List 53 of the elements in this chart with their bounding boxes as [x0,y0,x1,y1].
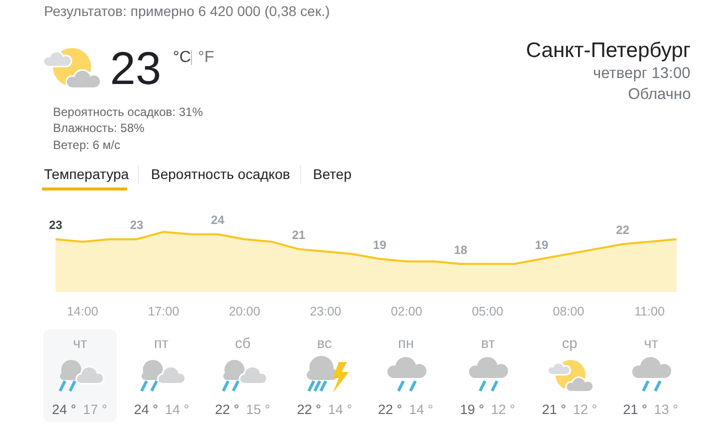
text: 23 [110,42,162,94]
text: 24 ° [134,402,158,417]
text: 13 ° [654,402,678,417]
data-label: 23 [130,218,144,232]
data-label: 23 [49,218,63,232]
x-tick-label: 11:00 [634,304,665,318]
text: 22 ° [378,402,402,417]
x-tick-label: 02:00 [390,304,422,318]
annotation: вс [317,336,332,352]
text: Результатов: примерно 6 420 000 (0,38 сек.) [44,3,330,19]
text: четверг 13:00 [593,65,691,82]
annotation: сб [235,336,251,352]
text: 19 ° [460,402,484,417]
annotation: вт [481,336,496,352]
x-tick-label: 23:00 [310,304,342,318]
text: 21 ° [623,402,648,417]
text: Ветер: 6 м/с [53,138,120,152]
text: Температура [44,166,130,182]
data-label: 19 [535,238,549,252]
x-tick-label: 05:00 [472,304,504,318]
text: Облачно [628,86,691,103]
text: 12 ° [573,402,598,417]
text: 14 ° [165,402,190,417]
data-label: 22 [616,223,630,237]
text: 21 ° [542,402,566,417]
annotation: чт [73,336,88,352]
x-tick-label: 17:00 [148,304,180,318]
x-tick-label: 14:00 [66,304,98,318]
x-tick-label: 08:00 [552,304,584,318]
text: Вероятность осадков [151,166,290,182]
text: 22 ° [297,402,322,417]
annotation: пн [398,336,414,352]
text: 17 ° [83,402,108,417]
text: °C [173,49,191,66]
annotation: чт [644,336,659,352]
text: Вероятность осадков: 31% [53,105,204,119]
data-label: 21 [292,228,306,242]
text: °F [198,49,214,66]
text: Ветер [313,166,352,182]
text: 14 ° [409,402,434,417]
text: 15 ° [246,402,270,417]
text: 22 ° [215,402,240,417]
annotation: ср [562,336,578,352]
text: Санкт-Петербург [526,39,692,62]
data-label: 24 [211,213,225,227]
text: 24 ° [52,402,76,417]
text: 12 ° [491,402,516,417]
text: 14 ° [328,402,352,417]
annotation: пт [154,336,169,352]
text: Влажность: 58% [53,121,145,135]
x-tick-label: 20:00 [228,304,260,318]
data-label: 19 [373,238,387,252]
data-label: 18 [454,243,468,257]
